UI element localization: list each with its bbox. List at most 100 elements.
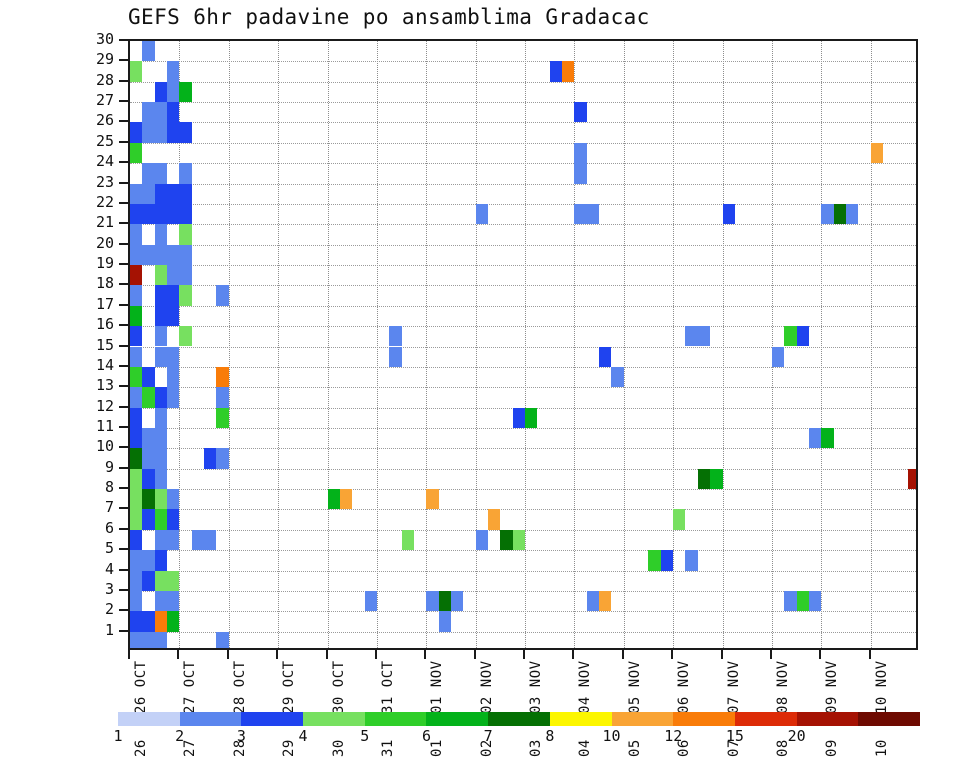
precip-cell <box>808 427 822 449</box>
precip-cell <box>648 550 661 571</box>
x-tick-mark <box>523 650 525 659</box>
y-tick-label: 17 <box>95 294 114 313</box>
precip-cell <box>154 550 168 571</box>
y-tick-label: 22 <box>95 192 114 211</box>
grid-line-horizontal <box>130 326 916 328</box>
precip-cell <box>191 529 205 551</box>
grid-line-vertical <box>475 41 477 648</box>
precip-cell <box>771 346 785 367</box>
precip-cell <box>154 509 168 530</box>
grid-line-vertical <box>525 41 526 648</box>
x-tick-label: 29 OCT <box>281 660 298 714</box>
precip-cell <box>574 102 587 123</box>
y-tick-label: 23 <box>95 172 114 191</box>
y-tick-mark <box>119 140 129 143</box>
grid-line-vertical <box>278 41 280 648</box>
precip-cell <box>142 203 155 225</box>
grid-line-horizontal <box>130 265 916 267</box>
grid-line-vertical <box>623 41 625 648</box>
x-tick-mark <box>424 650 427 659</box>
precip-cell <box>562 61 575 82</box>
x-tick-label: 27 OCT <box>182 660 199 714</box>
precip-cell <box>130 448 143 469</box>
precip-cell <box>784 326 797 347</box>
grid-line-horizontal <box>130 122 916 124</box>
x-tick-mark <box>276 650 279 659</box>
grid-line-vertical <box>821 41 823 648</box>
x-tick-mark <box>325 650 328 659</box>
precip-cell <box>142 427 155 449</box>
x-tick-mark <box>226 650 229 659</box>
precip-cell <box>574 163 587 184</box>
precip-cell <box>450 590 464 612</box>
grid-line-horizontal <box>130 244 916 246</box>
y-tick-mark <box>119 364 129 367</box>
y-tick-mark <box>119 548 129 551</box>
y-tick-mark <box>119 79 129 82</box>
precip-cell <box>796 326 809 347</box>
grid-line-vertical <box>327 41 329 648</box>
colorbar-tick-label: 8 <box>545 727 555 745</box>
y-tick-mark <box>119 222 129 225</box>
grid-line-vertical <box>228 41 230 648</box>
precip-cell <box>142 489 155 510</box>
y-tick-label: 11 <box>95 416 114 435</box>
grid-line-horizontal <box>130 448 916 450</box>
y-tick-label: 6 <box>104 518 114 537</box>
colorbar-tick-label: 7 <box>483 727 493 745</box>
precip-cell <box>784 590 797 612</box>
precip-cell <box>154 122 168 143</box>
y-tick-mark <box>119 466 129 469</box>
precip-cell <box>142 550 155 571</box>
precip-cell <box>167 590 180 612</box>
precip-cell <box>179 285 192 306</box>
precip-cell <box>216 448 229 469</box>
colorbar-swatch <box>611 712 674 726</box>
y-tick-label: 21 <box>95 213 114 232</box>
colorbar-tick-label: 12 <box>664 727 683 745</box>
colorbar-swatch <box>734 712 797 726</box>
colorbar-swatch <box>303 712 365 726</box>
precip-cell <box>167 203 180 225</box>
precip-cell <box>216 285 229 306</box>
y-tick-mark <box>119 487 129 490</box>
precip-cell <box>685 550 698 571</box>
x-tick-label: 31 OCT <box>379 660 396 714</box>
y-tick-label: 9 <box>104 457 114 476</box>
y-tick-label: 30 <box>95 30 114 48</box>
x-tick-label: 26 OCT <box>133 660 149 714</box>
colorbar-swatch <box>118 712 180 726</box>
y-tick-label: 2 <box>104 600 114 619</box>
precip-cell <box>796 590 809 612</box>
precip-cell <box>525 407 538 428</box>
precip-cell <box>586 590 600 612</box>
precip-cell <box>599 590 612 612</box>
precip-cell <box>216 631 229 648</box>
y-tick-mark <box>119 568 129 571</box>
precip-cell <box>167 529 180 551</box>
plot-area <box>128 39 918 650</box>
x-tick-label: 04 NOV <box>577 660 594 714</box>
grid-line-horizontal <box>130 427 916 429</box>
precip-cell <box>130 244 143 266</box>
precip-cell <box>130 285 143 306</box>
colorbar-tick-label: 2 <box>175 727 185 745</box>
y-tick-mark <box>119 181 129 184</box>
grid-line-horizontal <box>130 61 916 63</box>
colorbar-tick-label: 6 <box>421 727 431 745</box>
x-tick-label: 08 NOV <box>774 660 791 714</box>
precip-cell <box>154 163 168 184</box>
precip-cell <box>142 366 155 388</box>
y-tick-mark <box>119 120 129 123</box>
precip-cell <box>179 203 192 225</box>
precip-cell <box>167 183 180 204</box>
grid-line-horizontal <box>130 81 916 83</box>
grid-line-horizontal <box>130 590 916 592</box>
grid-line-horizontal <box>130 631 916 633</box>
colorbar-swatch <box>858 712 920 726</box>
colorbar-swatch <box>673 712 735 726</box>
precip-cell <box>130 550 143 571</box>
precip-cell <box>142 244 155 266</box>
grid-line-horizontal <box>130 203 916 205</box>
x-tick-mark <box>374 650 377 659</box>
